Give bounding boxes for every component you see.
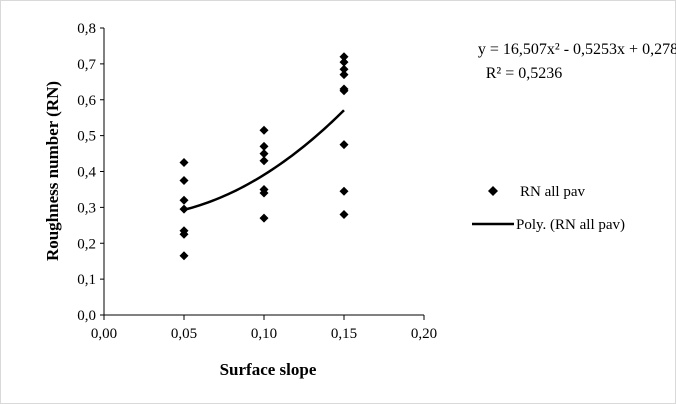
y-tick-label: 0,3	[77, 200, 96, 216]
data-point	[179, 195, 189, 205]
data-point	[339, 140, 349, 150]
data-point	[339, 86, 349, 96]
x-tick-label: 0,00	[91, 326, 117, 342]
x-tick-label: 0,15	[331, 326, 357, 342]
data-point	[259, 156, 269, 166]
data-point	[179, 251, 189, 261]
trendline-layer	[183, 109, 345, 212]
y-tick-label: 0,8	[77, 21, 96, 37]
data-point	[259, 125, 269, 135]
y-tick-label: 0,6	[77, 93, 96, 109]
legend-marker-diamond	[488, 186, 498, 196]
data-point	[179, 229, 189, 239]
x-tick-label: 0,05	[171, 326, 197, 342]
y-tick-label: 0,2	[77, 236, 96, 252]
trendline-equation: y = 16,507x² - 0,5253x + 0,2782	[478, 41, 676, 58]
data-point	[259, 149, 269, 159]
y-tick-label: 0,4	[77, 165, 96, 181]
data-point	[179, 175, 189, 185]
x-tick-label: 0,20	[411, 326, 437, 342]
data-point	[179, 158, 189, 168]
legend-label-series-2: Poly. (RN all pav)	[516, 217, 625, 233]
data-points-layer	[179, 52, 349, 261]
data-point	[339, 186, 349, 196]
data-point	[179, 204, 189, 214]
y-tick-label: 0,1	[77, 272, 96, 288]
r-squared-label: R² = 0,5236	[486, 65, 563, 82]
axes	[100, 27, 425, 320]
y-tick-label: 0,7	[77, 57, 96, 73]
legend: RN all pav Poly. (RN all pav)	[472, 184, 625, 233]
x-axis-title: Surface slope	[220, 360, 317, 379]
y-axis-title: Roughness number (RN)	[43, 81, 62, 261]
legend-label-series-1: RN all pav	[520, 184, 585, 200]
data-point	[339, 57, 349, 67]
tick-labels-layer: 0,0 0,1 0,2 0,3 0,4 0,5 0,6 0,7 0,8 0,00 0,05 0,10 0…	[77, 21, 437, 342]
data-point	[259, 141, 269, 151]
data-point	[259, 213, 269, 223]
data-point	[339, 64, 349, 74]
data-point	[339, 210, 349, 220]
data-point	[339, 70, 349, 80]
x-tick-label: 0,10	[251, 326, 277, 342]
y-tick-label: 0,5	[77, 129, 96, 145]
y-tick-label: 0,0	[77, 308, 96, 324]
data-point	[259, 188, 269, 198]
polynomial-trendline	[183, 109, 345, 212]
data-point	[339, 52, 349, 62]
